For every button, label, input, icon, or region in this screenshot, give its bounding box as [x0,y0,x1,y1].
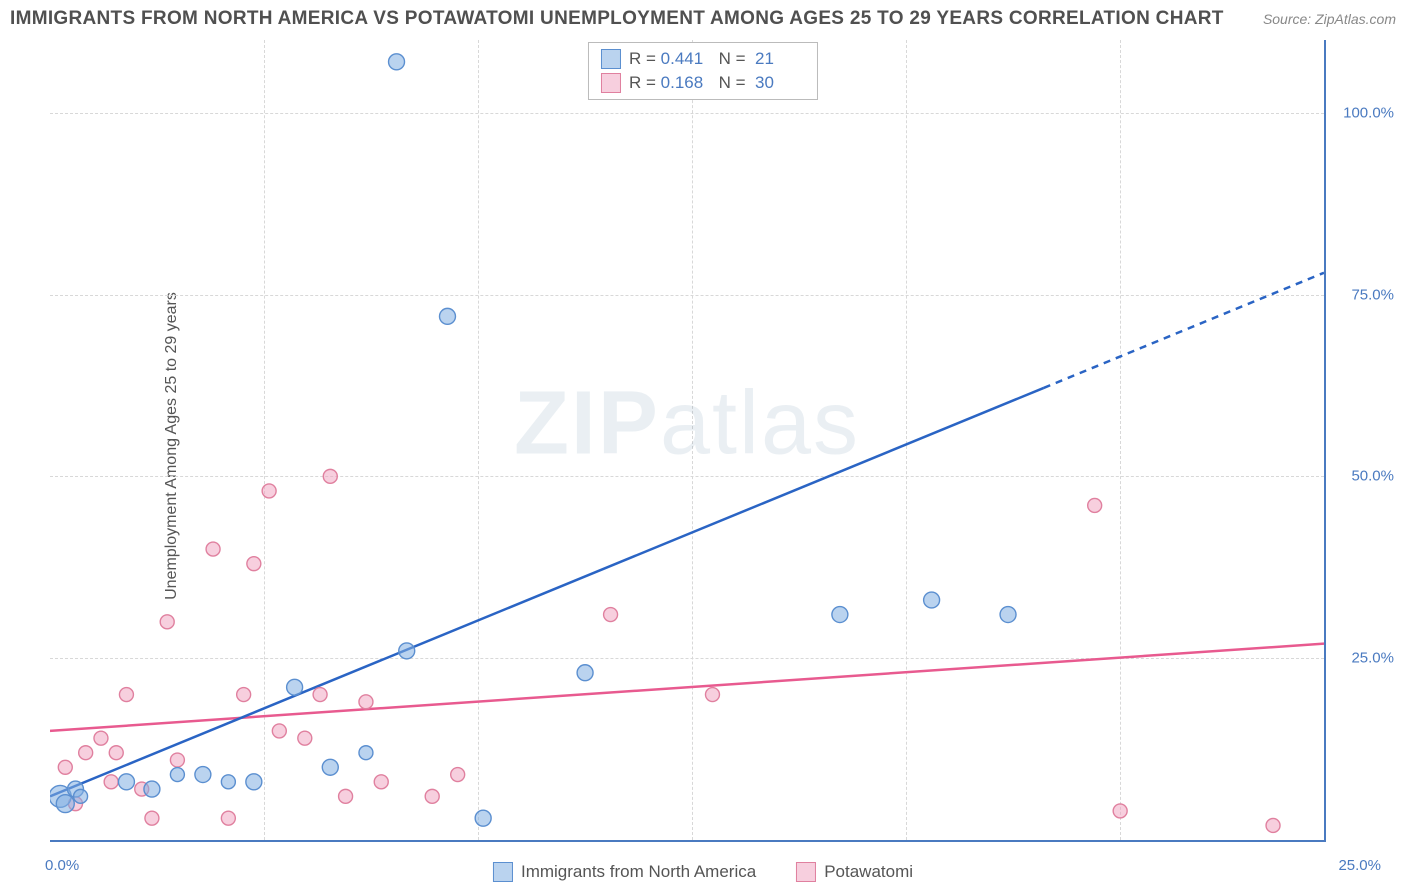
legend-item-blue: Immigrants from North America [493,862,756,882]
chart-source: Source: ZipAtlas.com [1263,11,1396,27]
legend-label-blue: Immigrants from North America [521,862,756,882]
legend-swatch-blue-icon [493,862,513,882]
legend-stats-box: R = 0.441 N = 21 R = 0.168 N = 30 [588,42,818,100]
x-axis-origin-label: 0.0% [45,857,79,874]
legend-series: Immigrants from North America Potawatomi [493,862,913,882]
scatter-plot-svg [50,40,1324,840]
legend-label-pink: Potawatomi [824,862,913,882]
y-tick-label: 50.0% [1351,468,1394,485]
chart-title: IMMIGRANTS FROM NORTH AMERICA VS POTAWAT… [10,8,1224,30]
legend-swatch-pink [601,73,621,93]
legend-item-pink: Potawatomi [796,862,913,882]
y-tick-label: 75.0% [1351,286,1394,303]
chart-header: IMMIGRANTS FROM NORTH AMERICA VS POTAWAT… [10,8,1396,30]
y-tick-label: 100.0% [1343,104,1394,121]
y-tick-label: 25.0% [1351,650,1394,667]
chart-plot-area: ZIPatlas 25.0%50.0%75.0%100.0% [50,40,1326,842]
legend-swatch-pink-icon [796,862,816,882]
x-axis-max-label: 25.0% [1338,857,1381,874]
legend-swatch-blue [601,49,621,69]
legend-stats-row-pink: R = 0.168 N = 30 [601,71,805,95]
legend-stats-row-blue: R = 0.441 N = 21 [601,47,805,71]
